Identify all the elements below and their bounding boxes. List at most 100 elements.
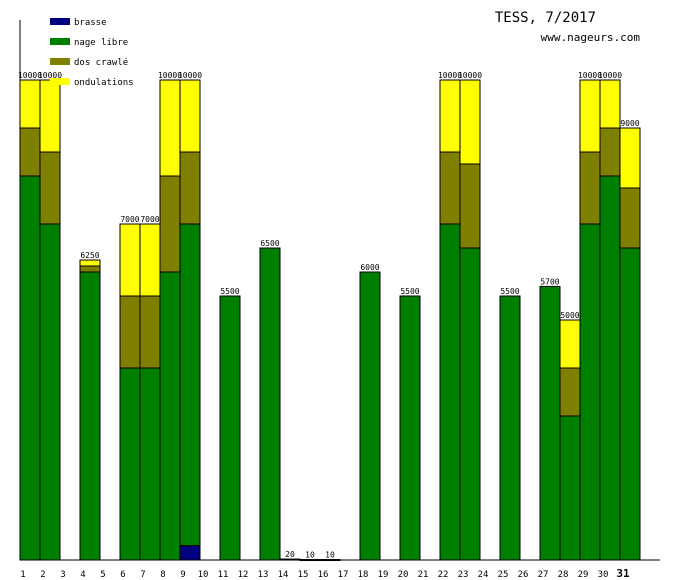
total-label-day-20: 5500	[400, 287, 419, 296]
x-tick-26: 26	[518, 570, 529, 580]
legend-swatch-nage-libre	[50, 38, 70, 45]
bar-dos-crawl--day-7	[139, 295, 161, 369]
total-label-day-9: 10000	[178, 71, 202, 80]
total-label-day-7: 7000	[140, 215, 159, 224]
bar-dos-crawl--day-4	[79, 265, 101, 273]
total-label-day-1: 10000	[18, 71, 42, 80]
bar-nage-libre-day-22	[439, 223, 461, 561]
x-tick-30: 30	[598, 570, 609, 580]
bar-nage-libre-day-4	[79, 271, 101, 561]
bar-nage-libre-day-11	[219, 295, 241, 561]
x-tick-25: 25	[498, 570, 509, 580]
bar-nage-libre-day-29	[579, 223, 601, 561]
x-tick-27: 27	[538, 570, 549, 580]
total-label-day-6: 7000	[120, 215, 139, 224]
bar-dos-crawl--day-29	[579, 151, 601, 225]
total-label-day-22: 10000	[438, 71, 462, 80]
bar-dos-crawl--day-30	[599, 127, 621, 177]
bar-nage-libre-day-31	[619, 247, 641, 561]
total-label-day-14: 20	[285, 550, 295, 559]
bar-nage-libre-day-13	[259, 247, 281, 561]
x-tick-14: 14	[278, 570, 289, 580]
legend: brasse nage libre dos crawlé ondulations	[50, 18, 134, 88]
total-label-day-18: 6000	[360, 263, 379, 272]
bar-nage-libre-day-27	[539, 285, 561, 561]
total-label-day-25: 5500	[500, 287, 519, 296]
bar-ondulations-day-1	[19, 79, 41, 129]
legend-label-ondulations: ondulations	[74, 78, 134, 88]
x-tick-15: 15	[298, 570, 309, 580]
bar-nage-libre-day-20	[399, 295, 421, 561]
bar-dos-crawl--day-2	[39, 151, 61, 225]
x-tick-12: 12	[238, 570, 249, 580]
bar-ondulations-day-23	[459, 79, 481, 165]
bar-ondulations-day-22	[439, 79, 461, 153]
x-tick-6: 6	[120, 570, 125, 580]
x-tick-29: 29	[578, 570, 589, 580]
legend-swatch-ondulations	[50, 78, 70, 85]
bar-ondulations-day-2	[39, 79, 61, 153]
bar-nage-libre-day-8	[159, 271, 181, 561]
x-tick-labels: 1 2 3 4 5 6 7 8 9 10 11 12 13 14 15 16 17 18 19 20 21 22 23 24 2…	[20, 567, 630, 580]
bar-ondulations-day-7	[139, 223, 161, 297]
total-label-day-23: 10000	[458, 71, 482, 80]
bar-nage-libre-day-30	[599, 175, 621, 561]
x-tick-7: 7	[140, 570, 145, 580]
total-label-day-16: 10	[325, 551, 335, 560]
bar-ondulations-day-4	[79, 259, 101, 267]
x-tick-24: 24	[478, 570, 489, 580]
x-tick-20: 20	[398, 570, 409, 580]
x-tick-8: 8	[160, 570, 165, 580]
total-label-day-4: 6250	[80, 251, 99, 260]
total-label-day-2: 10000	[38, 71, 62, 80]
x-tick-9: 9	[180, 570, 185, 580]
x-tick-5: 5	[100, 570, 105, 580]
x-tick-18: 18	[358, 570, 369, 580]
bar-ondulations-day-9	[179, 79, 201, 153]
chart-title: TESS, 7/2017	[495, 10, 596, 26]
bar-dos-crawl--day-8	[159, 175, 181, 273]
bar-dos-crawl--day-28	[559, 367, 581, 417]
chart-subtitle: www.nageurs.com	[541, 31, 641, 44]
x-tick-10: 10	[198, 570, 209, 580]
bar-ondulations-day-29	[579, 79, 601, 153]
total-label-day-29: 10000	[578, 71, 602, 80]
bar-ondulations-day-31	[619, 127, 641, 189]
bar-dos-crawl--day-9	[179, 151, 201, 225]
legend-label-brasse: brasse	[74, 18, 107, 28]
x-tick-31: 31	[616, 567, 630, 580]
x-tick-16: 16	[318, 570, 329, 580]
x-tick-19: 19	[378, 570, 389, 580]
total-label-day-28: 5000	[560, 311, 579, 320]
bar-ondulations-day-6	[119, 223, 141, 297]
x-tick-13: 13	[258, 570, 269, 580]
total-label-day-30: 10000	[598, 71, 622, 80]
bar-ondulations-day-28	[559, 319, 581, 369]
x-tick-21: 21	[418, 570, 429, 580]
bar-nage-libre-day-9	[179, 223, 201, 547]
total-label-day-13: 6500	[260, 239, 279, 248]
bar-ondulations-day-8	[159, 79, 181, 177]
total-label-day-27: 5700	[540, 277, 559, 286]
legend-swatch-dos-crawl-	[50, 58, 70, 65]
bar-dos-crawl--day-22	[439, 151, 461, 225]
bar-nage-libre-day-25	[499, 295, 521, 561]
x-tick-2: 2	[40, 570, 45, 580]
x-tick-23: 23	[458, 570, 469, 580]
bar-nage-libre-day-18	[359, 271, 381, 561]
bar-dos-crawl--day-1	[19, 127, 41, 177]
bar-nage-libre-day-1	[19, 175, 41, 561]
legend-swatch-brasse	[50, 18, 70, 25]
bar-ondulations-day-30	[599, 79, 621, 129]
bar-nage-libre-day-7	[139, 367, 161, 561]
x-tick-3: 3	[60, 570, 65, 580]
total-label-day-15: 10	[305, 551, 315, 560]
legend-label-nage-libre: nage libre	[74, 38, 128, 48]
bar-dos-crawl--day-23	[459, 163, 481, 249]
x-tick-28: 28	[558, 570, 569, 580]
total-label-day-8: 10000	[158, 71, 182, 80]
bar-nage-libre-day-6	[119, 367, 141, 561]
bar-brasse-day-9	[179, 545, 201, 561]
